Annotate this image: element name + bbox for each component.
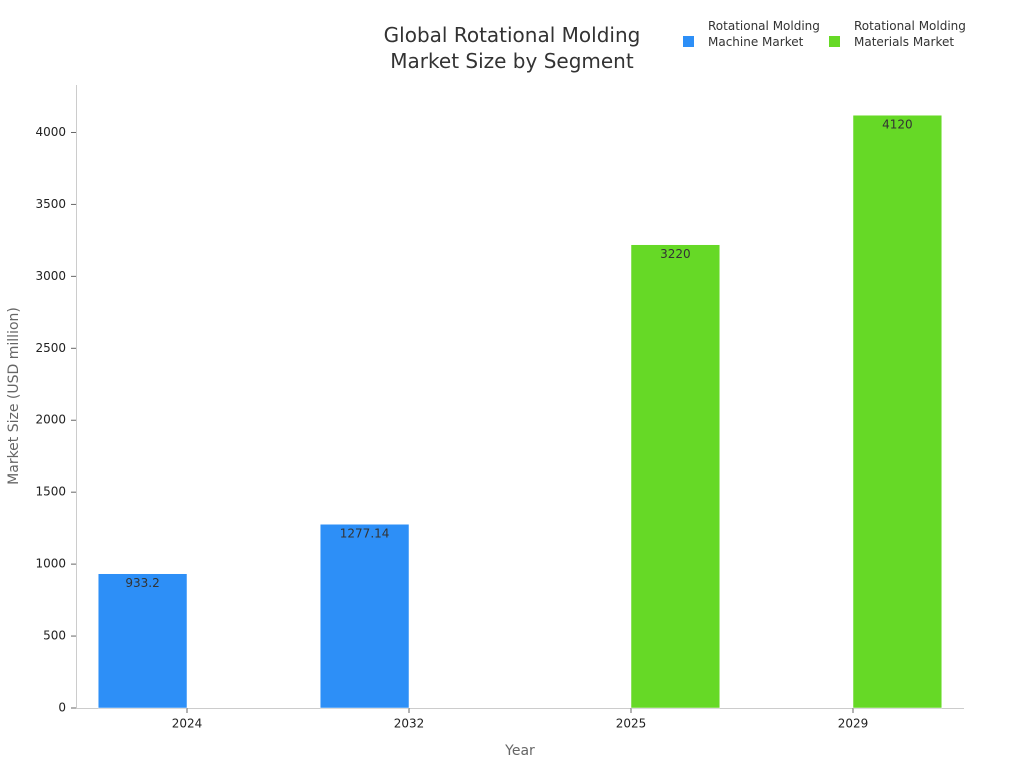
y-tick-label: 3000	[35, 269, 66, 283]
bar	[319, 523, 410, 709]
y-tick-label: 0	[58, 701, 66, 715]
legend-item: Rotational Molding Materials Market	[829, 18, 966, 50]
y-tick-label: 2000	[35, 413, 66, 427]
x-tick-label: 2029	[838, 717, 869, 731]
y-tick-label: 4000	[35, 125, 66, 139]
value-label: 933.2	[125, 576, 159, 590]
value-label: 1277.14	[340, 527, 390, 541]
legend-item: Rotational Molding Machine Market	[683, 18, 820, 50]
value-label: 4120	[882, 118, 913, 132]
x-tick-label: 2032	[394, 717, 425, 731]
chart-title: Global Rotational Molding Market Size by…	[383, 23, 641, 73]
legend-swatch	[829, 36, 840, 47]
y-tick-label: 3500	[35, 197, 66, 211]
bar	[97, 573, 188, 709]
bar	[852, 114, 943, 709]
y-tick-label: 500	[43, 629, 66, 643]
x-axis-label: Year	[504, 743, 535, 759]
y-tick-label: 1500	[35, 485, 66, 499]
x-tick-label: 2024	[172, 717, 203, 731]
bar	[630, 244, 721, 709]
legend-swatch	[683, 36, 694, 47]
y-tick-label: 2500	[35, 341, 66, 355]
y-tick-label: 1000	[35, 557, 66, 571]
x-tick-label: 2025	[616, 717, 647, 731]
legend-label: Rotational Molding Machine Market	[708, 19, 820, 49]
legend-label: Rotational Molding Materials Market	[854, 19, 966, 49]
value-label: 3220	[660, 247, 691, 261]
y-axis-label: Market Size (USD million)	[6, 307, 22, 485]
